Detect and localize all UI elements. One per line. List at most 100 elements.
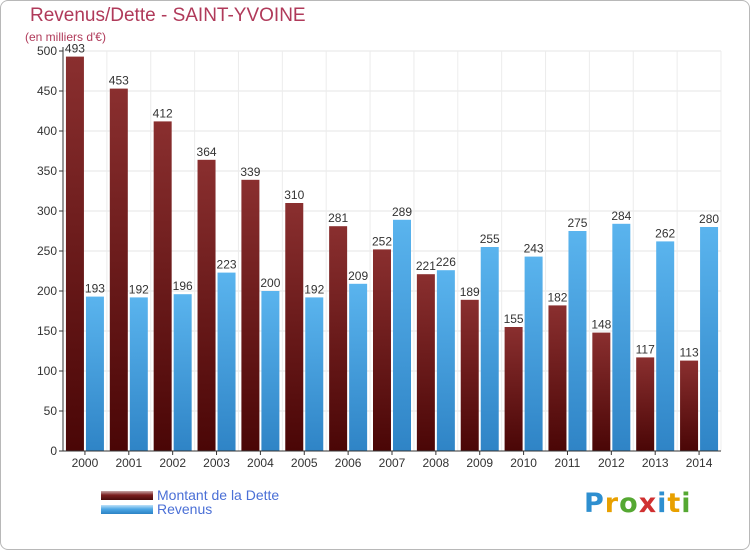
bar-revenue (173, 294, 192, 451)
data-label-revenue: 289 (392, 205, 412, 219)
data-label-revenue: 192 (129, 282, 149, 296)
bar-debt (416, 274, 435, 451)
data-label-debt: 113 (679, 346, 698, 360)
legend-item-debt: Montant de la Dette (101, 487, 279, 503)
bar-debt (460, 299, 479, 451)
bar-revenue (261, 291, 280, 451)
bar-revenue (349, 283, 368, 451)
data-label-revenue: 284 (611, 209, 631, 223)
data-label-debt: 189 (460, 285, 480, 299)
data-label-revenue: 262 (655, 226, 675, 240)
x-tick-label: 2000 (72, 456, 99, 470)
bar-revenue (480, 247, 499, 451)
bar-revenue (436, 270, 455, 451)
bar-debt (548, 305, 567, 451)
logo-letter: o (619, 488, 639, 519)
data-label-debt: 182 (547, 290, 567, 304)
x-tick-label: 2013 (642, 456, 669, 470)
data-label-debt: 148 (591, 318, 611, 332)
x-tick-label: 2003 (203, 456, 230, 470)
data-label-debt: 155 (504, 312, 524, 326)
x-tick-label: 2006 (335, 456, 362, 470)
legend-label-revenue: Revenus (157, 501, 213, 517)
x-tick-label: 2005 (291, 456, 318, 470)
data-label-debt: 281 (328, 211, 348, 225)
x-tick-label: 2007 (379, 456, 406, 470)
data-labels: 493 193 453 192 412 196 364 223 339 200 310 192 281 2… (65, 42, 719, 360)
data-label-debt: 453 (109, 74, 129, 88)
x-tick-label: 2014 (686, 456, 713, 470)
bar-debt (241, 179, 260, 452)
bar-debt (636, 357, 655, 451)
logo-letter: i (657, 488, 668, 519)
bar-debt (65, 56, 84, 451)
y-tick-label: 100 (37, 364, 57, 378)
data-label-revenue: 223 (217, 258, 237, 272)
logo-letter: P (584, 488, 605, 519)
legend-swatch-revenue (101, 504, 153, 514)
data-label-revenue: 275 (567, 216, 587, 230)
data-label-revenue: 193 (85, 282, 105, 296)
data-label-revenue: 226 (436, 255, 456, 269)
y-tick-label: 250 (37, 244, 57, 258)
data-label-debt: 221 (416, 259, 436, 273)
bar-revenue (700, 227, 719, 451)
data-label-revenue: 200 (260, 276, 280, 290)
data-label-debt: 364 (197, 145, 217, 159)
data-label-debt: 252 (372, 234, 392, 248)
logo-letter: x (638, 488, 658, 519)
data-label-debt: 117 (636, 342, 655, 356)
y-tick-label: 200 (37, 284, 57, 298)
bar-debt (504, 327, 523, 451)
bar-debt (153, 121, 172, 452)
data-label-revenue: 209 (348, 269, 368, 283)
x-tick-label: 2001 (115, 456, 142, 470)
data-label-debt: 339 (240, 165, 260, 179)
logo-letter: t (667, 488, 682, 519)
bar-debt (109, 88, 128, 451)
x-tick-label: 2004 (247, 456, 274, 470)
x-tick-label: 2010 (510, 456, 537, 470)
bar-debt (329, 226, 348, 451)
bar-debt (680, 360, 699, 451)
legend-item-revenue: Revenus (101, 501, 212, 517)
legend-label-debt: Montant de la Dette (157, 487, 280, 503)
bar-revenue (568, 231, 587, 451)
bar-debt (373, 249, 391, 451)
bars (65, 56, 719, 452)
logo-letter: r (604, 488, 620, 519)
data-label-debt: 412 (153, 106, 173, 120)
x-tick-label: 2008 (423, 456, 450, 470)
y-tick-label: 300 (37, 204, 57, 218)
bar-debt (197, 159, 216, 452)
bar-revenue (85, 296, 104, 451)
x-tick-label: 2011 (555, 456, 581, 470)
data-label-debt: 310 (284, 188, 304, 202)
bar-revenue (217, 272, 236, 451)
y-tick-label: 350 (37, 164, 57, 178)
y-tick-label: 0 (50, 444, 57, 458)
bar-revenue (612, 223, 631, 451)
y-tick-label: 500 (37, 44, 57, 58)
data-label-revenue: 255 (480, 232, 500, 246)
bar-revenue (524, 256, 543, 451)
chart-subtitle: (en milliers d'€) (25, 30, 106, 44)
bar-revenue (656, 241, 675, 451)
x-tick-label: 2002 (159, 456, 186, 470)
bar-debt (592, 332, 611, 451)
y-tick-label: 50 (44, 404, 58, 418)
legend-swatch-debt (101, 490, 153, 500)
data-label-revenue: 280 (699, 212, 719, 226)
y-tick-label: 400 (37, 124, 57, 138)
y-tick-label: 450 (37, 84, 57, 98)
proxiti-logo: Proxiti (584, 488, 692, 519)
data-label-revenue: 192 (304, 282, 324, 296)
x-tick-label: 2009 (466, 456, 493, 470)
data-label-debt: 493 (65, 42, 85, 56)
chart-title: Revenus/Dette - SAINT-YVOINE (30, 5, 306, 26)
data-label-revenue: 196 (173, 279, 193, 293)
axes: 0 50 100 150 200 250 300 350 400 450 500 2000 2001 20… (37, 44, 721, 470)
bar-revenue (129, 297, 148, 451)
